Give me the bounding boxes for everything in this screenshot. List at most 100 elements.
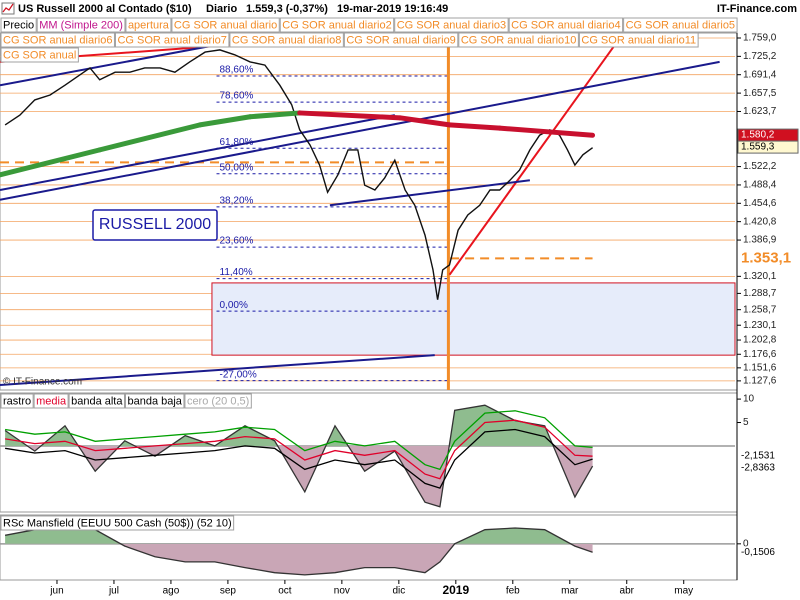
legend-box [0,393,34,409]
fib-label: 61,80% [220,137,254,148]
moving-average [247,110,303,120]
legend-box [68,393,125,409]
y-tick-label: 1.202,8 [743,335,777,346]
legend-box [125,17,172,33]
trendline [0,114,396,192]
x-tick-label: abr [620,586,635,597]
legend-box [184,393,252,409]
annotation-box [92,209,218,241]
legend-label: CG SOR anual diario10 [461,34,577,46]
watermark: © IT-Finance.com [3,377,82,388]
legend-box [36,17,126,33]
y-tick-label: 1.258,7 [743,304,777,315]
x-tick-label: may [674,586,693,597]
x-tick-label: 2019 [442,583,469,597]
legend-label: CG SOR anual diario5 [626,19,735,31]
legend-box [343,32,459,48]
legend-box [578,32,699,48]
price-marker-label: -2,1531 [741,451,775,462]
y-tick-label: 1.320,1 [743,271,777,282]
y-tick-label: 1.454,6 [743,198,777,209]
y-tick-label: 1.759,0 [743,33,777,44]
trendline [0,354,435,387]
series-line [4,428,593,489]
legend-item: CG SOR anual diario4 [508,17,624,33]
series-line [4,527,593,576]
area-neg [120,543,593,575]
fib-label: 0,00% [220,300,248,311]
price-marker-label: 1.559,3 [741,142,775,153]
fib-label: 23,60% [220,236,254,247]
fib-label: -27,00% [220,369,257,380]
moving-average [547,129,596,138]
y-tick-label: 1.420,8 [743,216,777,227]
legend-item: CG SOR anual diario9 [343,32,459,48]
legend-item: RSc Mansfield (EEUU 500 Cash (50$)) (52 … [0,515,235,531]
legend-box [171,17,280,33]
x-tick-label: ago [163,586,180,597]
price-marker [737,140,799,154]
legend-box [508,17,624,33]
legend-label: CG SOR anual diario6 [3,34,112,46]
legend-label: Precio [3,19,34,31]
legend-box [0,515,235,531]
trendline [448,44,616,276]
legend-label: MM (Simple 200) [39,19,123,31]
legend-label: apertura [128,19,170,31]
moving-average [197,114,253,128]
legend-label: CG SOR anual diario2 [282,19,391,31]
price-marker [738,546,798,559]
legend-box [33,393,69,409]
legend-box [114,32,230,48]
y-tick-label: 1.288,7 [743,288,777,299]
legend-item: apertura [125,17,172,33]
legend-item: banda baja [124,393,185,409]
y-tick-label: 5 [743,417,749,428]
legend-label: rastro [3,395,31,407]
legend-item: CG SOR anual diario [171,17,280,33]
legend-item: banda alta [68,393,125,409]
source: IT-Finance.com [717,3,797,15]
y-tick-label: 1.522,2 [743,161,777,172]
x-tick-label: feb [506,586,520,597]
moving-average [497,125,553,135]
legend-label: CG SOR anual diario11 [581,34,696,46]
x-tick-label: nov [334,586,350,597]
legend-label: RSc Mansfield (EEUU 500 Cash (50$)) (52 … [3,517,232,529]
legend-label: CG SOR anual diario4 [511,19,620,31]
legend-item: CG SOR anual diario6 [0,32,115,48]
y-tick-label: 1.657,5 [743,88,777,99]
legend-item: CG SOR anual [0,47,79,63]
price-marker [738,462,798,475]
moving-average [297,110,403,121]
legend-box [229,32,344,48]
legend-box [0,32,115,48]
legend-item: CG SOR anual diario3 [394,17,509,33]
x-tick-label: jun [49,586,63,597]
legend-box [394,17,509,33]
subtitle: 1.559,3 (-0,37%) [246,3,328,15]
fib-label: 38,20% [220,196,254,207]
legend-item: CG SOR anual diario7 [114,32,230,48]
area-neg [5,445,593,507]
legend-label: CG SOR anual [3,49,76,61]
price-marker [738,249,798,268]
y-tick-label: 1.488,4 [743,180,777,191]
title: US Russell 2000 al Contado ($10) [18,3,192,15]
range-box [211,282,736,356]
y-tick-label: 0 [743,538,749,549]
annotation: RUSSELL 2000 [99,216,211,233]
legend-item: CG SOR anual diario8 [229,32,344,48]
price-marker-label: 1.580,2 [741,130,775,141]
fib-label: 88,60% [220,65,254,76]
trendline [0,60,720,201]
trendline [0,41,231,87]
price-marker-label: -0,1506 [741,547,775,558]
legend-box [0,17,37,33]
legend-box [458,32,579,48]
plot-area: 88,60% 78,60% 61,80% 50,00% 38,20% 23,60% 11,4… [0,33,736,390]
y-tick-label: 1.127,6 [743,376,777,387]
price-marker-label: -2,8363 [741,463,775,474]
legend-label: CG SOR anual diario3 [397,19,506,31]
x-tick-label: oct [278,586,292,597]
